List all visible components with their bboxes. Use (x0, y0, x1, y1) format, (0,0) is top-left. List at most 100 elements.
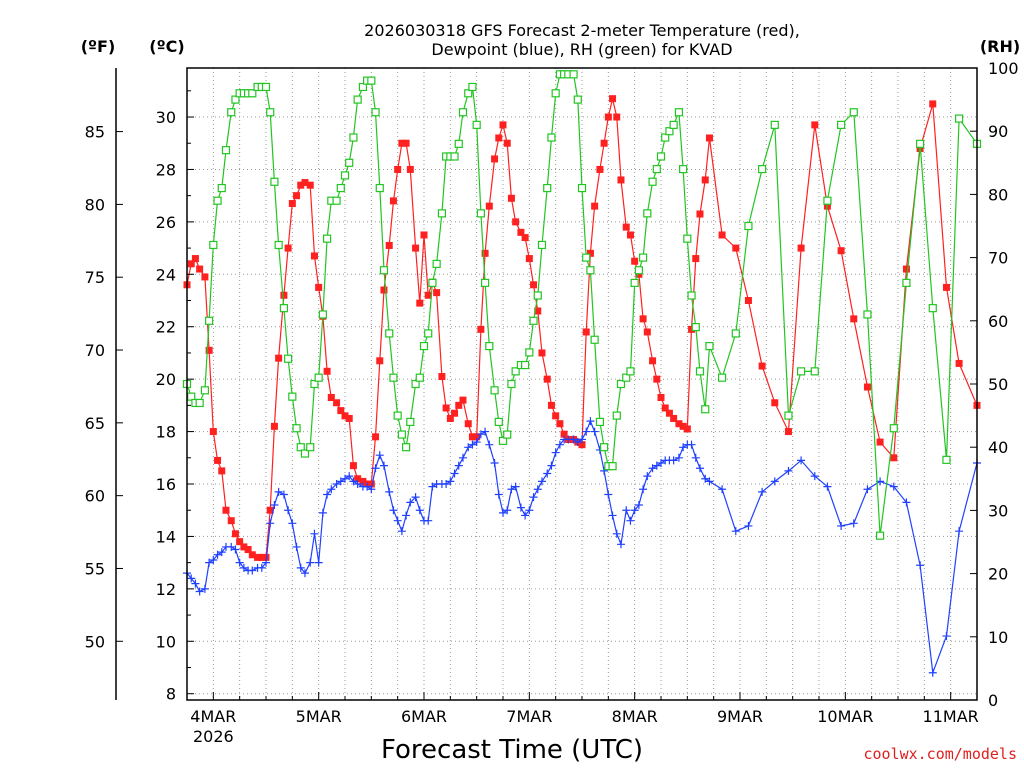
dewpoint-point (622, 506, 631, 515)
temperature-point (398, 139, 406, 147)
dewpoint-point (600, 466, 609, 475)
temperature-point (284, 244, 292, 252)
dewpoint-point (279, 490, 288, 499)
dewpoint-point (332, 480, 341, 489)
rh-point (494, 417, 503, 427)
rh-point (314, 373, 323, 382)
rh-point (701, 405, 710, 414)
dewpoint-point (837, 521, 846, 530)
rh-point (306, 443, 315, 452)
temperature-point (367, 480, 375, 488)
temperature-point (222, 506, 230, 514)
temperature-point (280, 291, 288, 299)
temperature-point (902, 265, 910, 273)
rh-point (695, 367, 705, 376)
series-line (186, 73, 978, 536)
temperature-point (521, 234, 529, 242)
temperature-point (596, 165, 604, 173)
dewpoint-point (849, 519, 858, 528)
rh-point (266, 108, 275, 117)
c-axis-tick-label: 14 (156, 527, 176, 546)
temperature-point (503, 139, 511, 147)
rh-point (217, 183, 226, 193)
temperature-point (639, 315, 647, 323)
temperature-point (705, 134, 713, 142)
dewpoint-point (209, 556, 218, 565)
rh-point (770, 120, 779, 129)
rh-point (954, 114, 964, 123)
temperature-point (468, 433, 476, 441)
dewpoint-point (213, 550, 222, 559)
temperature-point (758, 362, 766, 370)
temperature-point (657, 393, 665, 401)
dewpoint-point (235, 558, 244, 567)
rh-point (849, 108, 858, 117)
dewpoint-point (257, 563, 266, 572)
dewpoint-point (341, 474, 349, 483)
temperature-point (701, 176, 709, 184)
temperature-point (929, 100, 937, 108)
c-axis-tick-label: 12 (156, 580, 176, 599)
temperature-point (288, 200, 296, 208)
temperature-point (890, 454, 898, 462)
temperature-point (643, 328, 651, 336)
dewpoint-point (393, 516, 402, 525)
rh-point (889, 424, 898, 433)
rh-point (533, 291, 542, 300)
chart-title-line2: Dewpoint (blue), RH (green) for KVAD (431, 40, 732, 59)
rh-point (586, 266, 595, 275)
rh-point (292, 424, 301, 433)
rh-point (279, 304, 289, 313)
temperature-point (797, 244, 805, 252)
rh-point (784, 411, 793, 420)
temperature-point (485, 202, 493, 210)
temperature-point (692, 255, 700, 263)
dewpoint-point (205, 558, 214, 567)
dewpoint-point (262, 558, 270, 567)
temperature-point (205, 346, 213, 354)
dewpoint-point (604, 490, 613, 499)
rh-point (485, 341, 494, 351)
temperature-point (600, 139, 608, 147)
dewpoint-point (942, 632, 951, 641)
dewpoint-point (274, 487, 283, 496)
rh-point (661, 133, 670, 142)
rh-point (810, 367, 819, 376)
rh-point (590, 335, 599, 344)
rh-axis-tick-label: 10 (988, 628, 1008, 647)
x-axis-tick-label: 8MAR (612, 707, 658, 726)
x-axis-tick-label: 5MAR (296, 707, 342, 726)
temperature-point (376, 357, 384, 365)
dewpoint-point (284, 506, 293, 515)
temperature-point (473, 433, 481, 441)
temperature-point (942, 283, 950, 291)
dewpoint-point (476, 430, 485, 439)
dewpoint-point (511, 482, 520, 491)
dewpoint-point (744, 521, 753, 530)
temperature-point (499, 121, 507, 129)
dewpoint-point (472, 438, 481, 447)
temperature-point (297, 181, 305, 189)
dewpoint-point (503, 506, 512, 515)
rh-point (318, 310, 327, 319)
temperature-point (617, 176, 625, 184)
x-axis-tick-label: 4MAR (190, 707, 236, 726)
dewpoint-point (227, 542, 236, 551)
rh-point (284, 354, 293, 363)
rh-point (476, 209, 485, 218)
rh-point (379, 266, 389, 275)
temperature-point (552, 412, 560, 420)
dewpoint-point (270, 500, 279, 509)
rh-point (521, 360, 530, 370)
dewpoint-point (525, 506, 534, 515)
temperature-point (696, 210, 704, 218)
temperature-point (451, 409, 459, 417)
dewpoint-point (248, 566, 257, 575)
rh-point (274, 240, 283, 250)
temperature-point (214, 456, 222, 464)
c-axis-tick-label: 20 (156, 370, 176, 389)
dewpoint-point (507, 485, 516, 494)
rh-point (310, 379, 319, 389)
temperature-point (231, 530, 239, 538)
dewpoint-point (674, 453, 683, 462)
